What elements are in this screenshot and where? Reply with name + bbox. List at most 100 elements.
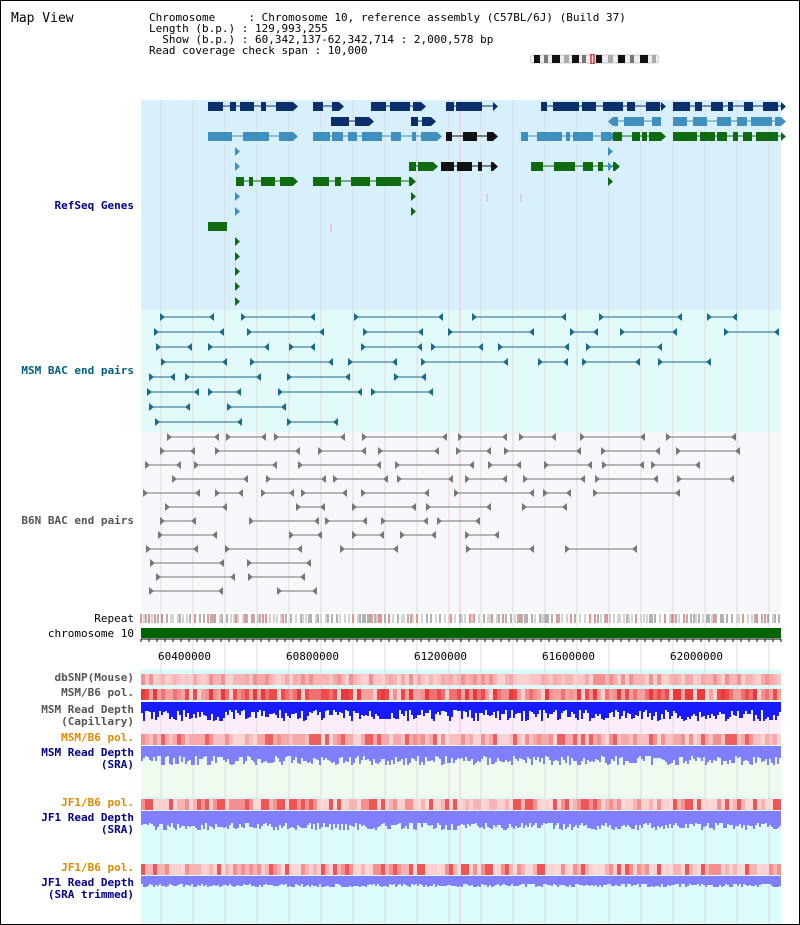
msm-depth-capillary-bar bbox=[323, 702, 325, 718]
msm-b6-pol-strip bbox=[769, 734, 773, 745]
msm-depth-capillary-bar bbox=[597, 702, 599, 716]
msm-bac-pair-end bbox=[438, 313, 443, 321]
msm-depth-capillary-bar bbox=[231, 702, 233, 712]
msm-b6-pol-strip bbox=[617, 734, 621, 745]
jf1-depth-sra-bar bbox=[743, 811, 745, 825]
jf1-depth-sra-bar bbox=[413, 811, 415, 829]
dbsnp-strip bbox=[333, 674, 337, 685]
msm-b6-pol-strip bbox=[697, 689, 701, 700]
jf1-b6-pol-strip bbox=[673, 799, 677, 810]
chromosome-ideogram[interactable] bbox=[530, 54, 659, 64]
jf1-depth-sra-bar bbox=[389, 811, 391, 829]
jf1-depth-sra-bar bbox=[579, 811, 581, 825]
msm-depth-capillary-bar bbox=[295, 702, 297, 713]
jf1-depth-trim-bar bbox=[617, 876, 619, 886]
msm-b6-pol-strip bbox=[421, 689, 425, 700]
msm-b6-pol-strip bbox=[757, 734, 761, 745]
msm-depth-sra-bar bbox=[241, 746, 243, 757]
msm-depth-capillary-bar bbox=[331, 702, 333, 715]
msm-depth-sra-bar bbox=[513, 746, 515, 756]
msm-depth-sra-bar bbox=[179, 746, 181, 756]
dbsnp-strip bbox=[749, 674, 753, 685]
msm-depth-capillary-bar bbox=[157, 702, 159, 717]
jf1-b6-pol-strip bbox=[605, 799, 609, 810]
b6n-bac-pair-end bbox=[423, 517, 428, 525]
jf1-depth-trim-bar bbox=[653, 876, 655, 887]
jf1-depth-trim-bar bbox=[197, 876, 199, 885]
msm-b6-pol-strip bbox=[177, 734, 181, 745]
jf1-depth-trim-bar bbox=[183, 876, 185, 887]
jf1-depth-trim-bar bbox=[525, 876, 527, 887]
msm-b6-pol-strip bbox=[365, 689, 369, 700]
msm-b6-pol-strip bbox=[765, 689, 769, 700]
msm-b6-pol-strip bbox=[209, 734, 213, 745]
jf1-depth-sra-bar bbox=[611, 811, 613, 829]
jf1-depth-trim-bar bbox=[473, 876, 475, 887]
jf1-b6-pol-strip bbox=[149, 864, 153, 875]
refseq-gene-exon bbox=[240, 102, 254, 111]
jf1-depth-sra-bar bbox=[575, 811, 577, 825]
msm-depth-sra-bar bbox=[387, 746, 389, 761]
msm-depth-sra-bar bbox=[483, 746, 485, 756]
jf1-b6-pol-strip bbox=[561, 799, 565, 810]
msm-bac-pair-end bbox=[289, 343, 294, 351]
msm-b6-pol-strip bbox=[681, 689, 685, 700]
jf1-b6-pol-strip bbox=[469, 864, 473, 875]
jf1-b6-pol-strip bbox=[237, 864, 241, 875]
jf1-depth-sra-bar bbox=[627, 811, 629, 825]
jf1-depth-sra-bar bbox=[499, 811, 501, 825]
jf1-depth-trim-bar bbox=[589, 876, 591, 886]
msm-depth-sra-bar bbox=[337, 746, 339, 764]
msm-depth-sra-bar bbox=[367, 746, 369, 759]
msm-bac-pair-end bbox=[363, 328, 368, 336]
refseq-gene-exon bbox=[583, 162, 593, 171]
msm-depth-sra-bar bbox=[507, 746, 509, 762]
msm-b6-pol-strip bbox=[521, 689, 525, 700]
msm-depth-capillary-bar bbox=[173, 702, 175, 719]
jf1-b6-pol-strip bbox=[521, 799, 525, 810]
msm-depth-sra-bar bbox=[777, 746, 779, 764]
jf1-b6-pol-strip bbox=[541, 864, 545, 875]
jf1-depth-trim-bar bbox=[651, 876, 653, 886]
msm-depth-sra-bar bbox=[283, 746, 285, 761]
jf1-b6-pol-strip bbox=[337, 799, 341, 810]
jf1-depth-sra-bar bbox=[303, 811, 305, 828]
msm-b6-pol-strip bbox=[349, 734, 353, 745]
jf1-depth-trim-bar bbox=[509, 876, 511, 886]
track-label-jf1-b6-pol-1: JF1/B6 pol. bbox=[61, 796, 134, 809]
refseq-gene-exon bbox=[632, 132, 640, 141]
jf1-depth-trim-bar bbox=[205, 876, 207, 885]
dbsnp-strip bbox=[773, 674, 777, 685]
b6n-bac-pair-end bbox=[301, 489, 306, 497]
msm-depth-capillary-bar bbox=[263, 702, 265, 711]
jf1-depth-trim-bar bbox=[527, 876, 529, 884]
jf1-b6-pol-strip bbox=[557, 864, 561, 875]
jf1-depth-sra-bar bbox=[483, 811, 485, 829]
jf1-depth-sra-bar bbox=[353, 811, 355, 827]
msm-depth-capillary-bar bbox=[545, 702, 547, 713]
msm-depth-sra-bar bbox=[757, 746, 759, 757]
jf1-depth-trim-bar bbox=[161, 876, 163, 886]
refseq-gene-exon bbox=[554, 162, 575, 171]
dbsnp-strip bbox=[709, 674, 713, 685]
dbsnp-strip bbox=[629, 674, 633, 685]
msm-bac-pair-end bbox=[241, 313, 246, 321]
msm-b6-pol-strip bbox=[505, 689, 509, 700]
msm-depth-capillary-bar bbox=[677, 702, 679, 718]
jf1-depth-sra-bar bbox=[369, 811, 371, 829]
msm-b6-pol-strip bbox=[777, 734, 781, 745]
b6n-bac-pair-end bbox=[475, 517, 480, 525]
msm-depth-capillary-bar bbox=[465, 702, 467, 712]
msm-depth-sra-bar bbox=[319, 746, 321, 765]
msm-b6-pol-strip bbox=[637, 734, 641, 745]
b6n-bac-pair-end bbox=[379, 531, 384, 539]
jf1-depth-sra-bar bbox=[551, 811, 553, 823]
jf1-depth-sra-bar bbox=[583, 811, 585, 826]
msm-b6-pol-strip bbox=[309, 734, 313, 745]
jf1-depth-trim-bar bbox=[587, 876, 589, 885]
jf1-depth-trim-bar bbox=[193, 876, 195, 887]
refseq-gene-strand-arrow bbox=[411, 177, 416, 186]
msm-depth-capillary-bar bbox=[337, 702, 339, 715]
msm-depth-capillary-bar bbox=[711, 702, 713, 714]
